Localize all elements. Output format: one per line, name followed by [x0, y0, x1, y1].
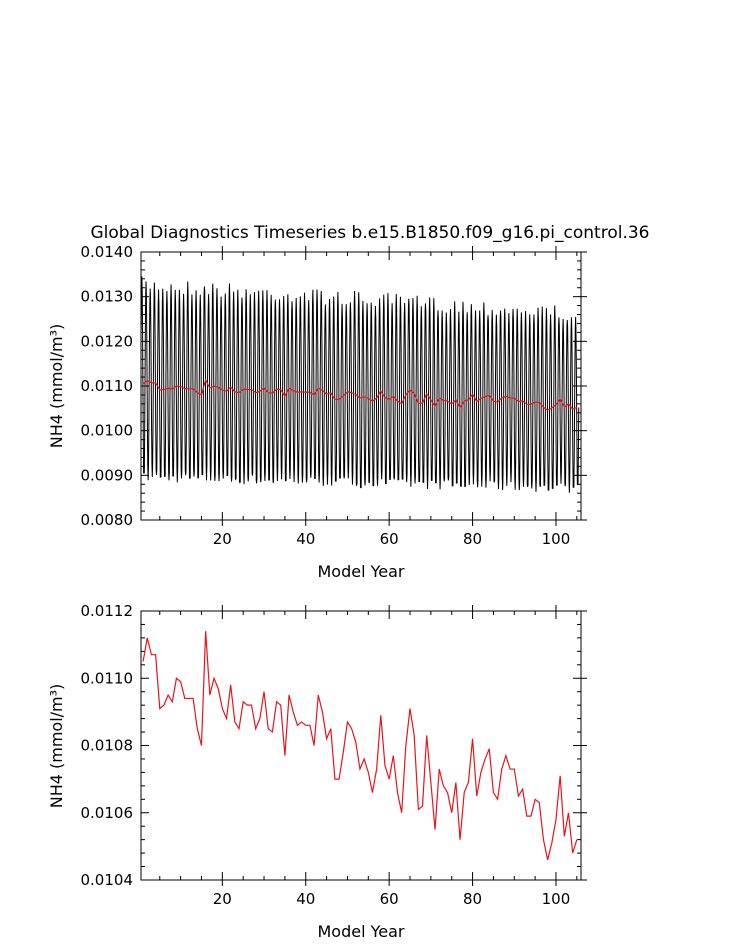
top-x-tick-label: 80	[463, 530, 482, 548]
bottom-y-axis-label: NH4 (mmol/m³)	[47, 684, 66, 809]
bottom-chart-panel: 20 40 60 80 100 0.0104 0.0106 0.0108 0.0110 0.011…	[47, 602, 587, 941]
bottom-x-tick-label: 60	[380, 890, 399, 908]
annual-mean-series-detail	[142, 631, 578, 860]
annual-mean-line-bottom	[142, 631, 578, 860]
top-y-tick-label: 0.0110	[81, 377, 134, 395]
bottom-x-tick-label: 40	[296, 890, 315, 908]
monthly-series-line	[140, 276, 580, 493]
annual-mean-series	[142, 378, 578, 411]
bottom-y-tick-label: 0.0110	[81, 669, 134, 687]
top-y-tick-label: 0.0090	[81, 466, 134, 484]
bottom-y-tick-label: 0.0106	[81, 804, 134, 822]
top-y-axis-label: NH4 (mmol/m³)	[47, 324, 66, 449]
top-axis-ticks: 20 40 60 80 100 0.0080 0.0090 0.0100 0.0110 0.012…	[81, 243, 587, 548]
bottom-axis-ticks: 20 40 60 80 100 0.0104 0.0106 0.0108 0.0110 0.011…	[81, 602, 587, 908]
monthly-series	[140, 276, 580, 493]
bottom-y-tick-label: 0.0108	[81, 737, 134, 755]
annual-mean-line-top	[142, 378, 578, 411]
bottom-x-axis-label: Model Year	[318, 922, 405, 941]
bottom-x-tick-label: 20	[213, 890, 232, 908]
bottom-x-tick-label: 80	[463, 890, 482, 908]
top-y-tick-label: 0.0140	[81, 243, 134, 261]
top-y-tick-label: 0.0130	[81, 288, 134, 306]
top-x-tick-label: 60	[380, 530, 399, 548]
top-chart-panel: 20 40 60 80 100 0.0080 0.0090 0.0100 0.0110 0.012…	[47, 243, 587, 581]
top-y-tick-label: 0.0120	[81, 332, 134, 350]
bottom-y-tick-label: 0.0112	[81, 602, 134, 620]
top-x-tick-label: 100	[542, 530, 571, 548]
chart-title: Global Diagnostics Timeseries b.e15.B185…	[91, 223, 650, 243]
bottom-x-tick-label: 100	[542, 890, 571, 908]
top-y-tick-label: 0.0100	[81, 422, 134, 440]
top-x-axis-label: Model Year	[318, 562, 405, 581]
bottom-y-tick-label: 0.0104	[81, 871, 134, 889]
top-y-tick-label: 0.0080	[81, 511, 134, 529]
top-x-tick-label: 20	[213, 530, 232, 548]
top-x-tick-label: 40	[296, 530, 315, 548]
